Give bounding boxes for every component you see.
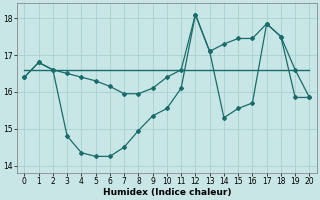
X-axis label: Humidex (Indice chaleur): Humidex (Indice chaleur): [103, 188, 231, 197]
